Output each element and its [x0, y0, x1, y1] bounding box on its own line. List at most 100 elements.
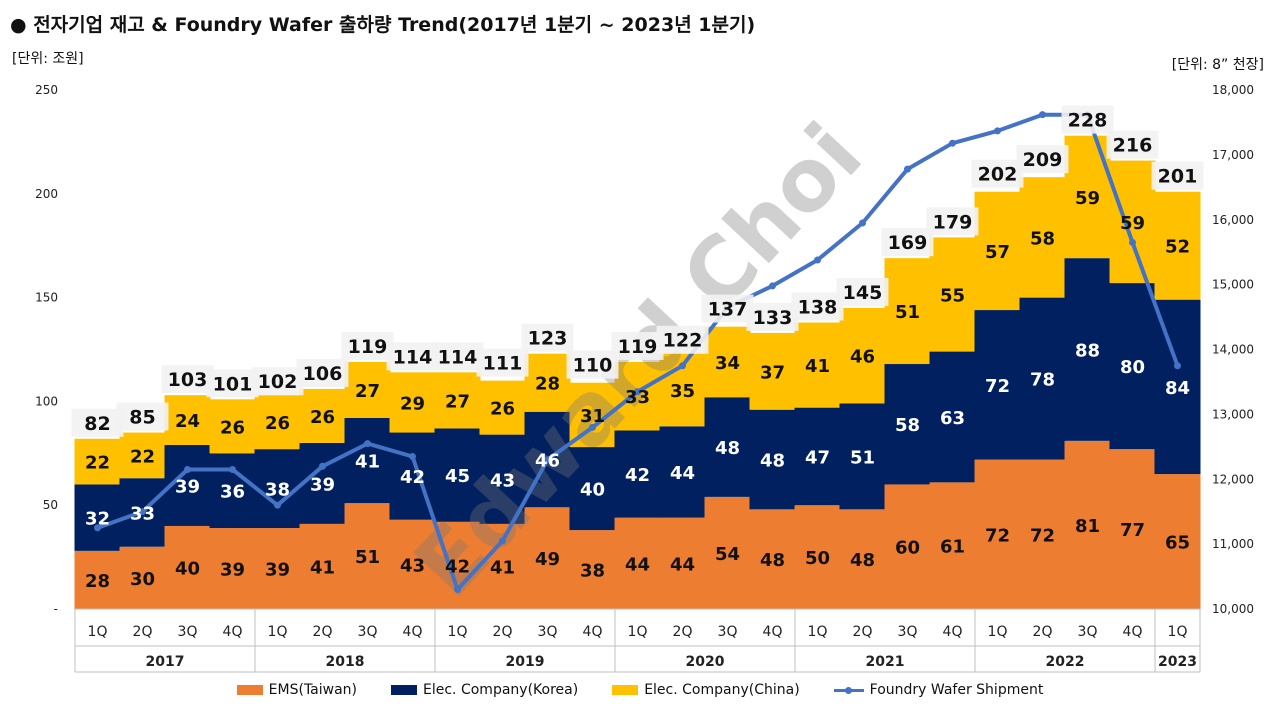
quarter-label: 2Q [133, 624, 153, 640]
wafer-point [904, 165, 911, 173]
segment-label-korea: 42 [400, 467, 425, 488]
segment-label-china: 27 [445, 391, 470, 412]
quarter-label: 3Q [898, 624, 918, 640]
wafer-point [949, 139, 956, 147]
segment-label-korea: 48 [760, 451, 785, 472]
year-label: 2020 [686, 654, 725, 670]
segment-label-china: 29 [400, 393, 425, 414]
bar-segment-korea [479, 434, 526, 524]
bar-segment-korea [254, 449, 301, 529]
segment-label-korea: 84 [1165, 378, 1190, 399]
segment-label-china: 59 [1120, 213, 1145, 234]
wafer-point [319, 462, 326, 470]
total-label-bg [971, 159, 1024, 188]
segment-label-ems: 51 [355, 547, 380, 568]
total-label-bg [881, 228, 934, 257]
segment-label-korea: 46 [535, 451, 560, 472]
right-axis-tick: 17,000 [1212, 148, 1254, 162]
legend-item-china: Elec. Company(China) [612, 682, 800, 698]
bar-segment-korea [1109, 283, 1156, 450]
segment-label-china: 41 [805, 356, 830, 377]
legend-item-ems: EMS(Taiwan) [236, 682, 357, 698]
quarter-label: 1Q [808, 624, 828, 640]
total-label-bg [521, 323, 574, 352]
wafer-point [769, 282, 776, 290]
bar-segment-china [479, 380, 526, 435]
left-axis-unit: [단위: 조원] [12, 51, 84, 67]
bar-segment-korea [929, 351, 976, 483]
total-label: 119 [618, 336, 658, 358]
right-axis-tick: 14,000 [1212, 343, 1254, 357]
segment-label-ems: 42 [445, 556, 470, 577]
quarter-label: 4Q [943, 624, 963, 640]
bar-segment-ems [254, 528, 301, 609]
legend-label-wafer: Foundry Wafer Shipment [869, 682, 1044, 698]
segment-label-korea: 32 [85, 509, 110, 530]
bar-segment-china [299, 388, 346, 443]
wafer-point [409, 453, 416, 461]
segment-label-korea: 38 [265, 480, 290, 501]
bar-segment-korea [974, 310, 1021, 460]
segment-label-ems: 39 [220, 560, 245, 581]
segment-label-china: 26 [220, 417, 245, 438]
wafer-point [274, 501, 281, 509]
total-label-bg [1016, 145, 1069, 174]
left-axis-tick: 250 [35, 83, 58, 97]
legend-swatch-ems [236, 685, 263, 695]
segment-label-korea: 41 [355, 452, 380, 473]
total-label: 111 [483, 353, 523, 375]
bar-segment-ems [389, 519, 436, 609]
right-axis-tick: 10,000 [1212, 602, 1254, 616]
right-axis-tick: 11,000 [1212, 537, 1254, 551]
segment-label-ems: 40 [175, 558, 200, 579]
total-label-bg [341, 331, 394, 360]
total-label: 122 [663, 330, 703, 352]
segment-label-china: 35 [670, 381, 695, 402]
wafer-point [139, 508, 146, 516]
total-label: 119 [348, 336, 388, 358]
total-label-bg [206, 369, 259, 398]
wafer-point [859, 219, 866, 227]
total-label-bg [611, 331, 664, 360]
quarter-label: 4Q [763, 624, 783, 640]
quarter-label: 3Q [1078, 624, 1098, 640]
segment-label-china: 24 [175, 411, 200, 432]
segment-label-china: 57 [985, 242, 1010, 263]
left-axis-tick: - [54, 602, 58, 616]
total-label: 145 [843, 282, 883, 304]
bar-segment-ems [704, 496, 751, 609]
segment-label-china: 31 [580, 406, 605, 427]
quarter-label: 1Q [88, 624, 108, 640]
segment-label-china: 26 [490, 399, 515, 420]
segment-label-china: 34 [715, 353, 740, 374]
segment-label-ems: 60 [895, 538, 920, 559]
bar-segment-china [1154, 191, 1201, 300]
quarter-label: 3Q [358, 624, 378, 640]
segment-label-korea: 80 [1120, 357, 1145, 378]
total-label: 202 [978, 164, 1018, 186]
chart-legend: EMS(Taiwan) Elec. Company(Korea) Elec. C… [0, 682, 1280, 698]
year-label: 2021 [866, 654, 905, 670]
bar-segment-china [974, 191, 1021, 311]
segment-label-korea: 39 [310, 474, 335, 495]
year-label: 2017 [146, 654, 185, 670]
segment-label-korea: 88 [1075, 341, 1100, 362]
quarter-label: 2Q [1033, 624, 1053, 640]
legend-item-wafer: Foundry Wafer Shipment [833, 682, 1044, 698]
bar-segment-ems [1064, 440, 1111, 609]
quarter-label: 1Q [448, 624, 468, 640]
segment-label-ems: 81 [1075, 516, 1100, 537]
bar-segment-korea [434, 428, 481, 522]
total-label-bg [566, 350, 619, 379]
total-label-bg [431, 342, 484, 371]
bar-segment-ems [164, 525, 211, 609]
total-label-bg [251, 367, 304, 396]
segment-label-ems: 30 [130, 569, 155, 590]
bar-segment-ems [1154, 474, 1201, 609]
bar-segment-china [389, 372, 436, 433]
bar-segment-korea [884, 364, 931, 485]
segment-label-ems: 48 [760, 550, 785, 571]
total-label: 179 [933, 211, 973, 233]
bar-segment-ems [434, 521, 481, 609]
